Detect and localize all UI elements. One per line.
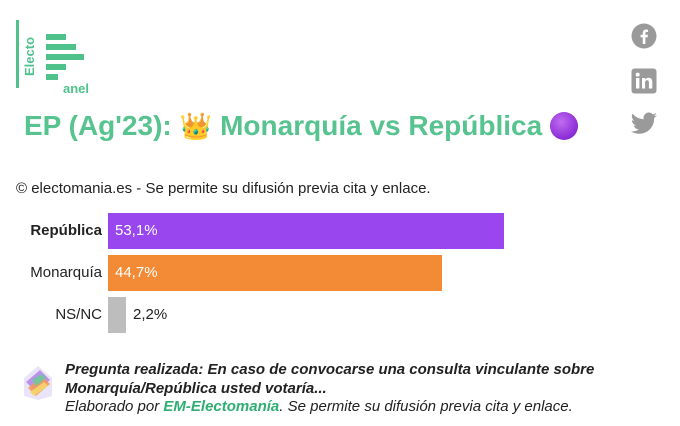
logo-line xyxy=(46,44,76,50)
value-label-ns-nc: 2,2% xyxy=(133,306,168,323)
facebook-icon[interactable] xyxy=(630,22,658,50)
cropped-footer-row xyxy=(20,421,300,426)
logo-line xyxy=(46,64,66,70)
category-label-ns-nc: NS/NC xyxy=(55,306,102,323)
logo-line xyxy=(46,74,58,80)
electomania-badge-icon xyxy=(20,362,56,402)
linkedin-icon[interactable] xyxy=(630,67,658,95)
purple-circle-icon xyxy=(550,112,579,140)
logo-text-anel: anel xyxy=(63,81,90,96)
title-main: EP (Ag'23): xyxy=(24,110,172,141)
value-label-republica: 53,1% xyxy=(115,222,158,239)
logo-line xyxy=(46,34,66,40)
crown-icon: 👑 xyxy=(179,110,213,141)
credit-suffix: . Se permite su difusión previa cita y e… xyxy=(279,398,573,415)
logo-bar xyxy=(16,20,19,88)
category-label-monarquia: Monarquía xyxy=(30,264,102,281)
credit-brand-link[interactable]: EM-Electomanía xyxy=(163,398,280,415)
electomania-logo: Electo anel xyxy=(16,20,89,95)
bar-republica xyxy=(108,213,504,249)
twitter-icon[interactable] xyxy=(630,110,658,138)
logo-line xyxy=(46,54,84,60)
page-title: EP (Ag'23): 👑 Monarquía vs República xyxy=(24,110,579,142)
category-label-republica: República xyxy=(30,222,102,239)
credit-line: Elaborado por EM-Electomanía. Se permite… xyxy=(65,398,573,415)
copyright-notice: © electomania.es - Se permite su difusió… xyxy=(16,180,431,197)
title-rest: Monarquía vs República xyxy=(220,110,543,141)
bar-ns-nc xyxy=(108,297,126,333)
value-label-monarquia: 44,7% xyxy=(115,264,158,281)
credit-prefix: Elaborado por xyxy=(65,398,160,415)
bar-monarquia xyxy=(108,255,442,291)
logo-text-electo: Electo xyxy=(22,36,37,76)
survey-question: Pregunta realizada: En caso de convocars… xyxy=(65,361,595,397)
